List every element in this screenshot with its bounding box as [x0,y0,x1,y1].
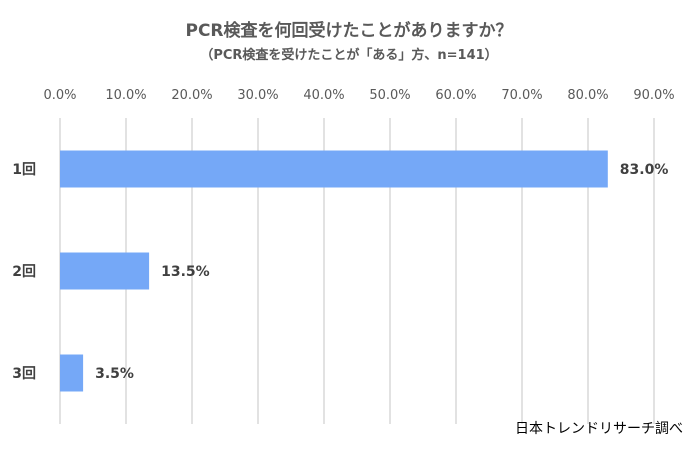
x-tick-label: 40.0% [303,88,344,103]
category-label: 3回 [12,366,36,382]
x-tick-label: 50.0% [369,88,410,103]
category-label: 1回 [12,162,36,178]
bar [60,354,84,392]
x-tick-label: 20.0% [171,88,212,103]
category-labels: 1回 2回 3回 [12,162,36,382]
bar [60,150,608,188]
category-label: 2回 [12,264,36,280]
bars [60,150,608,392]
x-tick-label: 0.0% [43,88,76,103]
data-label: 13.5% [161,264,210,280]
data-labels: 83.0% 13.5% 3.5% [95,162,668,382]
data-label: 83.0% [620,162,669,178]
source-note: 日本トレンドリサーチ調べ [515,421,683,437]
x-tick-label: 60.0% [435,88,476,103]
chart-subtitle: （PCR検査を受けたことが「ある」方、n=141） [200,47,497,63]
x-tick-label: 90.0% [633,88,674,103]
chart-title: PCR検査を何回受けたことがありますか？ [185,20,512,41]
bar [60,252,150,290]
x-axis-tick-labels: 0.0% 10.0% 20.0% 30.0% 40.0% 50.0% 60.0% 70.0% 8… [43,88,674,103]
x-tick-label: 70.0% [501,88,542,103]
data-label: 3.5% [95,366,134,382]
x-tick-label: 30.0% [237,88,278,103]
x-tick-label: 80.0% [567,88,608,103]
x-tick-label: 10.0% [105,88,146,103]
